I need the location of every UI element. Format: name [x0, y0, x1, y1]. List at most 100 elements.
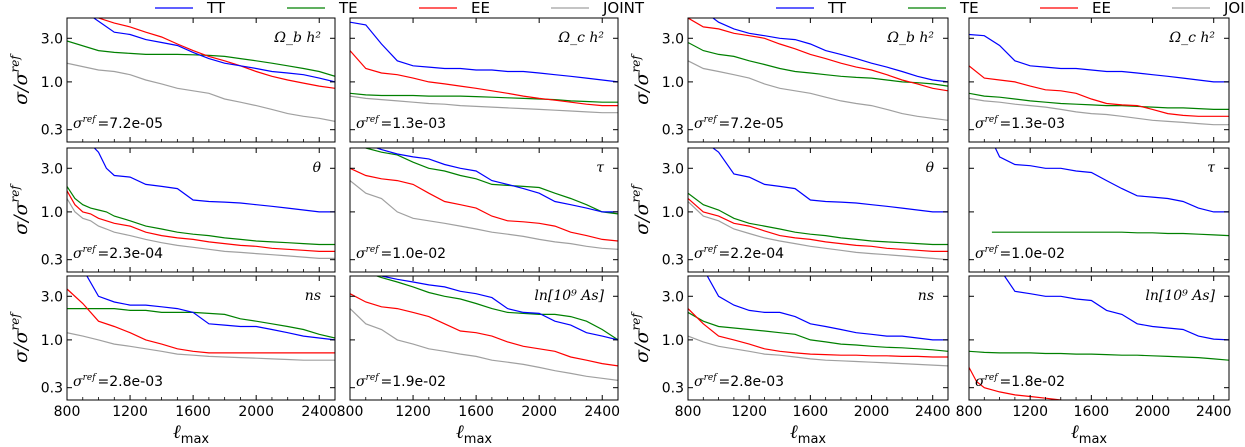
- legend-entry-ee: EE: [1040, 0, 1111, 17]
- series-line-te: [688, 311, 948, 352]
- series-line-ee: [688, 198, 948, 252]
- legend-label: TE: [338, 0, 358, 17]
- y-tick-label: 0.3: [662, 381, 684, 397]
- x-tick-label: 2400: [584, 404, 620, 420]
- sigma-ref-annotation: σref =2.3e-04: [73, 245, 163, 262]
- series-line-joint: [350, 95, 618, 114]
- series-line-te: [991, 231, 1229, 237]
- panel-frame: [968, 147, 1230, 273]
- y-tick-label: 0.3: [41, 123, 63, 139]
- panel-parameter-label: τ: [596, 160, 604, 176]
- series-line-tt: [711, 18, 948, 83]
- series-line-joint: [969, 97, 1229, 126]
- y-axis-label: σ/σref: [629, 311, 653, 363]
- panel-right-r1c0: 0.3 1.0 3.0 θ σref =2.2e-04: [662, 147, 949, 273]
- panel-parameter-label: ln[10⁹ As]: [1145, 288, 1215, 304]
- panel-right-r2c0: 800 1200 1600 2000 2400 0.3 1.0 3.0 ns σref =2.8e-…: [662, 275, 951, 420]
- series-line-tt: [380, 276, 618, 341]
- y-tick-label: 1.0: [662, 75, 684, 91]
- series-line-joint: [350, 180, 618, 250]
- panel-parameter-label: ln[10⁹ As]: [534, 288, 604, 304]
- panel-parameter-label: Ω_c h²: [557, 30, 604, 46]
- y-tick-label: 3.0: [662, 161, 684, 177]
- panel-left-r2c1: 800 1200 1600 2000 2400 ln[10⁹ As] σref =1.9e-0…: [337, 275, 620, 420]
- series-line-joint: [688, 201, 948, 261]
- sigma-ref-annotation: σref =1.0e-02: [975, 245, 1065, 262]
- series-line-ee: [67, 190, 335, 252]
- legend-label: JOINT: [602, 0, 645, 17]
- panel-right-r0c1: Ω_c h² σref =1.3e-03: [968, 17, 1230, 143]
- series-line-ee: [350, 293, 618, 367]
- x-axis-label: ℓmax: [456, 421, 493, 447]
- y-tick-label: 3.0: [41, 289, 63, 305]
- y-axis-label: σ/σref: [8, 311, 32, 363]
- legend-entry-tt: TT: [776, 0, 847, 17]
- panel-parameter-label: ns: [305, 288, 321, 304]
- legend-entry-tt: TT: [155, 0, 226, 17]
- series-line-te: [969, 92, 1229, 111]
- x-tick-label: 1200: [731, 404, 767, 420]
- panel-frame: [687, 275, 949, 401]
- panel-frame: [349, 147, 619, 273]
- series-line-tt: [93, 148, 335, 213]
- series-line-ee: [350, 167, 618, 242]
- y-axis-label: σ/σref: [629, 183, 653, 235]
- series-group: [67, 276, 335, 361]
- y-tick-label: 0.3: [41, 381, 63, 397]
- x-tick-label: 1200: [112, 404, 148, 420]
- legend-label: EE: [1092, 0, 1111, 17]
- legend-entry-joint: JOINT: [551, 0, 645, 17]
- panel-parameter-label: Ω_b h²: [273, 30, 321, 46]
- panel-frame: [66, 17, 336, 143]
- x-tick-label: 1600: [175, 404, 211, 420]
- series-line-joint: [67, 332, 335, 361]
- legend-label: JOINT: [1223, 0, 1245, 17]
- series-line-ee: [969, 65, 1229, 117]
- series-group: [688, 276, 948, 367]
- legend-entry-ee: EE: [419, 0, 490, 17]
- panel-frame: [968, 17, 1230, 143]
- panel-frame: [66, 275, 336, 401]
- legend-entry-te: TE: [287, 0, 358, 17]
- sigma-ref-annotation: σref =1.9e-02: [356, 373, 446, 390]
- series-line-te: [350, 92, 618, 103]
- series-line-tt: [1003, 276, 1229, 341]
- panel-frame: [687, 17, 949, 143]
- series-line-tt: [969, 33, 1229, 83]
- series-line-tt: [86, 276, 335, 341]
- x-tick-label: 800: [54, 404, 81, 420]
- panel-right-r0c0: 0.3 1.0 3.0 Ω_b h² σref =7.2e-05: [662, 17, 949, 143]
- series-line-tt: [994, 148, 1229, 213]
- sigma-ref-annotation: σref =1.3e-03: [356, 115, 446, 132]
- series-group: [67, 18, 335, 122]
- series-group: [969, 276, 1229, 400]
- legend-label: TT: [206, 0, 226, 17]
- x-tick-label: 2400: [1196, 404, 1232, 420]
- y-axis-label: σ/σref: [8, 53, 32, 105]
- series-line-te: [375, 276, 618, 341]
- x-tick-label: 800: [956, 404, 983, 420]
- y-tick-label: 3.0: [662, 31, 684, 47]
- sigma-ref-annotation: σref =2.2e-04: [694, 245, 784, 262]
- series-line-joint: [688, 60, 948, 121]
- series-line-ee: [688, 18, 948, 92]
- series-line-te: [364, 148, 618, 215]
- x-tick-label: 1200: [395, 404, 431, 420]
- sigma-ref-annotation: σref =1.8e-02: [975, 373, 1065, 390]
- series-line-ee: [688, 308, 948, 358]
- x-tick-label: 2400: [301, 404, 337, 420]
- y-axis-label: σ/σref: [8, 183, 32, 235]
- panel-right-r1c1: τ σref =1.0e-02: [968, 147, 1230, 273]
- y-tick-label: 1.0: [662, 205, 684, 221]
- series-group: [969, 33, 1229, 126]
- series-line-joint: [350, 308, 618, 381]
- panels: 0.3 1.0 3.0 Ω_b h² σref =7.2e-05 Ω_c h² σref =1.…: [41, 17, 1232, 420]
- y-tick-label: 1.0: [41, 333, 63, 349]
- x-tick-label: 2000: [238, 404, 274, 420]
- series-group: [991, 148, 1229, 237]
- legend-entry-joint: JOINT: [1172, 0, 1245, 17]
- x-tick-label: 800: [675, 404, 702, 420]
- panel-left-r2c0: 800 1200 1600 2000 2400 0.3 1.0 3.0 ns σref =2.8e-…: [41, 275, 337, 420]
- series-line-te: [688, 192, 948, 246]
